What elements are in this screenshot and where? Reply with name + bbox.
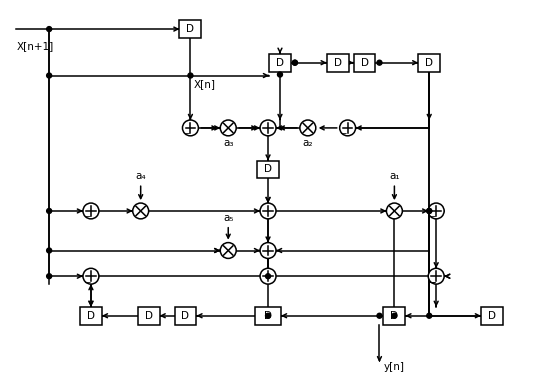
Text: y[n]: y[n]: [383, 362, 404, 372]
Circle shape: [266, 313, 271, 318]
Text: −: −: [339, 129, 347, 138]
Text: D: D: [264, 164, 272, 174]
Text: D: D: [182, 311, 189, 321]
Text: D: D: [488, 311, 496, 321]
Circle shape: [428, 268, 444, 284]
Circle shape: [221, 243, 236, 258]
Bar: [174, 307, 196, 324]
Bar: [327, 54, 349, 71]
Text: a₅: a₅: [223, 213, 234, 223]
Circle shape: [133, 203, 148, 219]
Text: −: −: [428, 212, 436, 221]
Text: D: D: [276, 58, 284, 68]
Circle shape: [266, 274, 271, 279]
Bar: [179, 20, 201, 38]
Bar: [383, 307, 405, 324]
Circle shape: [47, 27, 52, 32]
Text: −: −: [83, 277, 90, 286]
Circle shape: [183, 120, 199, 136]
Circle shape: [221, 120, 236, 136]
Text: D: D: [361, 58, 368, 68]
Bar: [481, 307, 503, 324]
Text: D: D: [186, 24, 195, 34]
Text: −: −: [83, 212, 90, 221]
Bar: [418, 54, 440, 71]
Circle shape: [428, 203, 444, 219]
Circle shape: [300, 120, 316, 136]
Text: D: D: [264, 311, 272, 321]
Circle shape: [83, 203, 99, 219]
Text: D: D: [334, 58, 342, 68]
Text: −: −: [428, 277, 436, 286]
Circle shape: [427, 313, 432, 318]
Circle shape: [377, 313, 382, 318]
Bar: [80, 307, 102, 324]
Circle shape: [83, 268, 99, 284]
Bar: [138, 307, 160, 324]
Circle shape: [293, 60, 298, 65]
Text: D: D: [425, 58, 433, 68]
Circle shape: [260, 120, 276, 136]
Text: −: −: [182, 129, 190, 138]
Text: a₃: a₃: [223, 138, 234, 148]
Text: X[n]: X[n]: [194, 79, 216, 89]
Circle shape: [47, 73, 52, 78]
Circle shape: [427, 208, 432, 214]
Bar: [255, 307, 281, 324]
Circle shape: [392, 313, 397, 318]
Circle shape: [260, 203, 276, 219]
Bar: [257, 161, 279, 178]
Circle shape: [387, 203, 403, 219]
Bar: [354, 54, 376, 71]
Circle shape: [188, 73, 193, 78]
Text: D: D: [390, 311, 398, 321]
Bar: [269, 54, 291, 71]
Circle shape: [47, 274, 52, 279]
Circle shape: [47, 208, 52, 214]
Circle shape: [293, 60, 298, 65]
Circle shape: [427, 208, 432, 214]
Text: a₁: a₁: [389, 171, 400, 181]
Text: D: D: [145, 311, 153, 321]
Text: a₄: a₄: [135, 171, 146, 181]
Circle shape: [340, 120, 356, 136]
Text: D: D: [87, 311, 95, 321]
Circle shape: [260, 243, 276, 258]
Circle shape: [47, 248, 52, 253]
Circle shape: [260, 268, 276, 284]
Circle shape: [278, 72, 283, 77]
Text: X[n+1]: X[n+1]: [16, 41, 53, 51]
Text: a₂: a₂: [302, 138, 313, 148]
Circle shape: [377, 60, 382, 65]
Text: −: −: [428, 277, 436, 286]
